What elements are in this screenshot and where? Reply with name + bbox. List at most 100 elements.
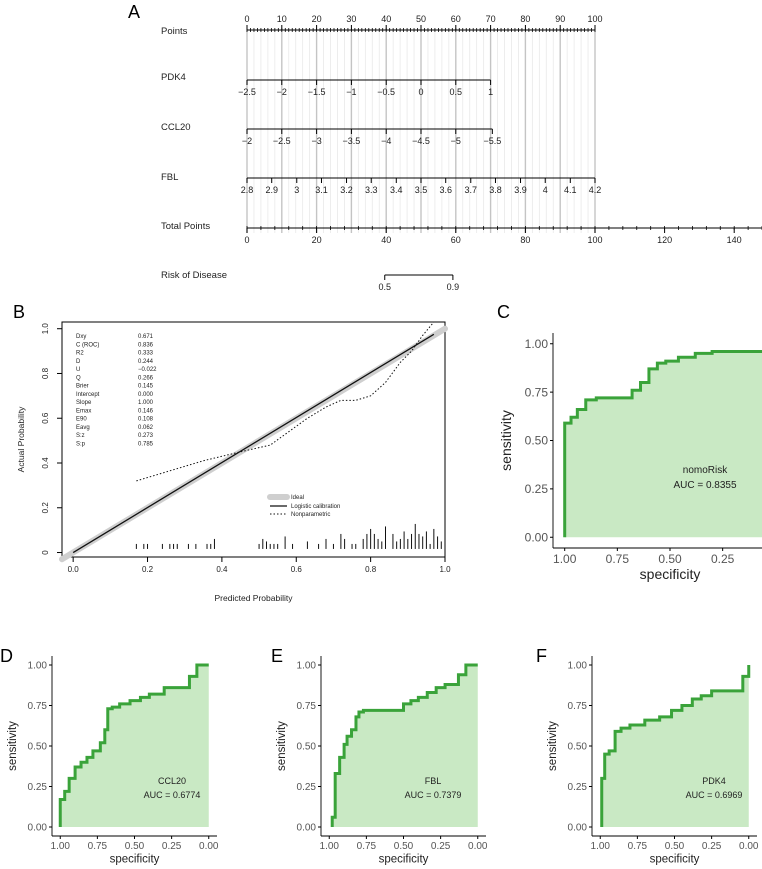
row-label: PDK4 bbox=[161, 72, 186, 83]
tick-label: 3.8 bbox=[489, 185, 502, 195]
roc-pdk4-chart: 1.00 0.75 0.50 0.25 0.00 0.00 0.25 0.50 0.75 1.00… bbox=[547, 656, 759, 866]
x-tick-label: 0.00 bbox=[739, 841, 759, 852]
legend-label: Logistic calibration bbox=[291, 504, 340, 510]
legend-label: Ideal bbox=[291, 495, 304, 501]
stat-name: U bbox=[76, 367, 80, 373]
stat-name: Q bbox=[76, 375, 81, 381]
stat-name: Eavg bbox=[76, 425, 90, 431]
x-tick-label: 0.4 bbox=[216, 565, 228, 574]
y-tick-label: 1.00 bbox=[297, 661, 317, 672]
tick-label: 120 bbox=[657, 235, 672, 245]
stat-name: Brier bbox=[76, 384, 89, 390]
tick-label: −2 bbox=[242, 136, 252, 146]
tick-label: 10 bbox=[277, 14, 287, 24]
x-tick-label: 0.75 bbox=[88, 841, 108, 852]
tick-label: 60 bbox=[451, 14, 461, 24]
x-tick-label: 0.2 bbox=[142, 565, 154, 574]
panel-letter-f: F bbox=[536, 646, 547, 666]
plot-frame bbox=[61, 321, 446, 558]
roc-nomorisk-chart: 1.000.750.500.250.000.000.250.500.751.00… bbox=[498, 333, 762, 582]
y-tick-label: 0 bbox=[41, 550, 50, 555]
tick-label: 0.9 bbox=[447, 282, 460, 292]
panel-letter-e: E bbox=[271, 646, 283, 666]
roc-series-label: CCL20 bbox=[158, 776, 186, 786]
tick-label: −1.5 bbox=[308, 87, 326, 97]
x-tick-label: 0.6 bbox=[291, 565, 303, 574]
roc-area bbox=[564, 351, 762, 538]
stat-value: 0.273 bbox=[138, 433, 154, 439]
stat-value: 0.108 bbox=[138, 417, 154, 423]
auc-label: AUC = 0.6774 bbox=[144, 790, 201, 800]
tick-label: 3 bbox=[294, 185, 299, 195]
roc-curve bbox=[600, 665, 751, 827]
row-label: FBL bbox=[161, 172, 178, 183]
row-label: CCL20 bbox=[161, 122, 191, 133]
y-tick-label: 0.75 bbox=[28, 701, 48, 712]
x-tick-label: 0.75 bbox=[357, 841, 377, 852]
x-axis-label: specificity bbox=[110, 854, 160, 866]
roc-ccl20-chart: 1.00 0.75 0.50 0.25 0.00 0.00 0.25 0.50 0.75 1.00… bbox=[7, 656, 219, 866]
tick-label: −0.5 bbox=[377, 87, 395, 97]
stat-name: S:z bbox=[76, 433, 85, 439]
y-tick-label: 0.00 bbox=[28, 823, 48, 834]
tick-label: 0.5 bbox=[378, 282, 391, 292]
row-label: Total Points bbox=[161, 221, 210, 232]
tick-label: −5.5 bbox=[483, 136, 501, 146]
tick-label: −2.5 bbox=[238, 87, 256, 97]
stat-value: 0.785 bbox=[138, 441, 154, 447]
tick-label: 100 bbox=[587, 14, 602, 24]
x-tick-label: 0.25 bbox=[162, 841, 182, 852]
tick-label: 3.2 bbox=[340, 185, 353, 195]
tick-label: 70 bbox=[486, 14, 496, 24]
stat-name: Slope bbox=[76, 400, 92, 406]
roc-area bbox=[601, 665, 749, 827]
stat-name: D bbox=[76, 359, 81, 365]
tick-label: 1 bbox=[488, 87, 493, 97]
y-tick-label: 0.25 bbox=[525, 482, 549, 496]
tick-label: 3.3 bbox=[365, 185, 378, 195]
tick-label: 4.1 bbox=[564, 185, 577, 195]
tick-label: 80 bbox=[520, 235, 530, 245]
y-tick-label: 0.50 bbox=[568, 742, 588, 753]
y-axis-label: sensitivity bbox=[7, 721, 19, 771]
calibration-chart: 0.0 0.2 0.4 0.6 0.8 1.0 0 0.2 0.4 0.6 0.8 1.0 Predic… bbox=[16, 321, 451, 603]
y-tick-label: 0.00 bbox=[297, 823, 317, 834]
y-tick-label: 1.0 bbox=[41, 323, 50, 335]
x-axis-label: specificity bbox=[379, 854, 429, 866]
auc-label: AUC = 0.6969 bbox=[686, 790, 743, 800]
tick-label: 80 bbox=[520, 14, 530, 24]
stat-name: E90 bbox=[76, 417, 87, 423]
y-tick-label: 0.75 bbox=[297, 701, 317, 712]
panel-letter-b: B bbox=[13, 302, 25, 322]
stat-value: −0.022 bbox=[138, 367, 157, 373]
roc-area bbox=[60, 665, 209, 827]
auc-label: AUC = 0.8355 bbox=[673, 480, 737, 491]
stat-name: Intercept bbox=[76, 392, 100, 398]
y-tick-label: 0.50 bbox=[297, 742, 317, 753]
tick-label: 40 bbox=[381, 235, 391, 245]
tick-label: 20 bbox=[312, 235, 322, 245]
roc-series-label: PDK4 bbox=[702, 776, 726, 786]
tick-label: −1 bbox=[346, 87, 356, 97]
y-tick-label: 0.25 bbox=[28, 782, 48, 793]
tick-label: −3.5 bbox=[343, 136, 361, 146]
stat-value: 0.000 bbox=[138, 392, 154, 398]
y-tick-label: 0.00 bbox=[568, 823, 588, 834]
tick-label: 40 bbox=[381, 14, 391, 24]
x-tick-label: 0.50 bbox=[665, 841, 685, 852]
stat-value: 0.244 bbox=[138, 359, 154, 365]
stat-value: 0.671 bbox=[138, 334, 154, 340]
x-tick-label: 0.25 bbox=[711, 552, 735, 566]
tick-label: −3 bbox=[311, 136, 321, 146]
x-tick-label: 1.00 bbox=[51, 841, 71, 852]
tick-label: 50 bbox=[416, 14, 426, 24]
x-tick-label: 0.50 bbox=[125, 841, 145, 852]
stat-value: 0.333 bbox=[138, 351, 154, 357]
tick-label: 20 bbox=[312, 14, 322, 24]
stat-name: Dxy bbox=[76, 334, 86, 340]
x-tick-label: 0.25 bbox=[702, 841, 722, 852]
stat-value: 0.145 bbox=[138, 384, 154, 390]
y-axis-label: sensitivity bbox=[547, 721, 559, 771]
roc-curve bbox=[563, 349, 762, 538]
